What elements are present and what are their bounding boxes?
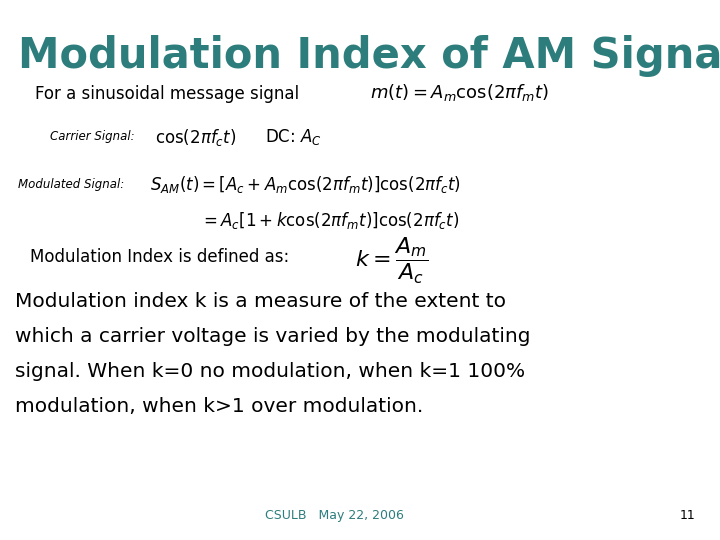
Text: modulation, when k>1 over modulation.: modulation, when k>1 over modulation. — [15, 397, 423, 416]
Text: $\cos(2\pi f_c t)$: $\cos(2\pi f_c t)$ — [155, 127, 236, 148]
Text: $= A_c[1 + k\cos(2\pi f_m t)]\cos(2\pi f_c t)$: $= A_c[1 + k\cos(2\pi f_m t)]\cos(2\pi f… — [200, 210, 459, 231]
Text: CSULB   May 22, 2006: CSULB May 22, 2006 — [265, 509, 404, 522]
Text: DC: $A_C$: DC: $A_C$ — [265, 127, 322, 147]
Text: Modulated Signal:: Modulated Signal: — [18, 178, 125, 191]
Text: Modulation Index is defined as:: Modulation Index is defined as: — [30, 248, 289, 266]
Text: which a carrier voltage is varied by the modulating: which a carrier voltage is varied by the… — [15, 327, 531, 346]
Text: $k = \dfrac{A_m}{A_c}$: $k = \dfrac{A_m}{A_c}$ — [355, 236, 428, 286]
Text: $m(t) = A_m \cos(2\pi f_m t)$: $m(t) = A_m \cos(2\pi f_m t)$ — [370, 82, 549, 103]
Text: For a sinusoidal message signal: For a sinusoidal message signal — [35, 85, 299, 103]
Text: signal. When k=0 no modulation, when k=1 100%: signal. When k=0 no modulation, when k=1… — [15, 362, 525, 381]
Text: 11: 11 — [679, 509, 695, 522]
Text: Modulation Index of AM Signal: Modulation Index of AM Signal — [18, 35, 720, 77]
Text: Carrier Signal:: Carrier Signal: — [50, 130, 135, 143]
Text: Modulation index k is a measure of the extent to: Modulation index k is a measure of the e… — [15, 292, 506, 311]
Text: $S_{AM}(t) = [A_c + A_m \cos(2\pi f_m t)]\cos(2\pi f_c t)$: $S_{AM}(t) = [A_c + A_m \cos(2\pi f_m t)… — [150, 174, 461, 195]
